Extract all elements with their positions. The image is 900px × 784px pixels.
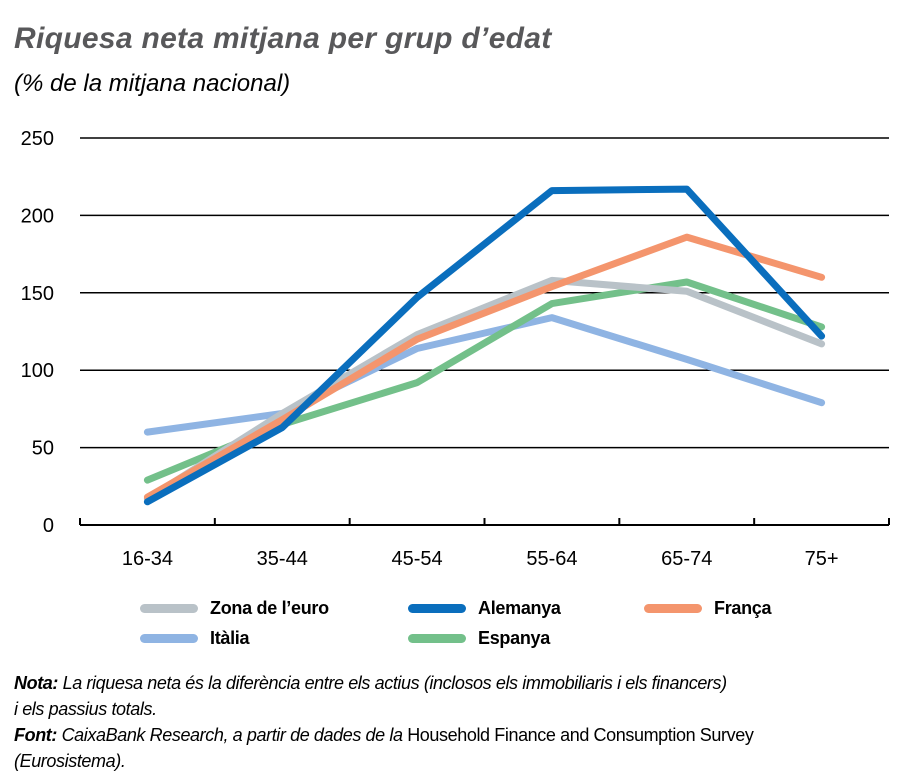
source-text: CaixaBank Research, a partir de dades de…: [56, 725, 408, 745]
source-survey-name: Household Finance and Consumption Survey: [407, 725, 754, 745]
legend-swatch-espanya: [408, 633, 466, 643]
y-axis-ticks: 0 50 100 150 200 250: [21, 128, 54, 537]
legend-item-italia: Itàlia: [140, 626, 250, 650]
source-label: Font:: [14, 725, 57, 745]
y-tick-label: 0: [43, 515, 54, 537]
legend-label: Zona de l’euro: [210, 597, 329, 618]
legend-label: França: [714, 597, 772, 618]
gridlines: [80, 137, 889, 449]
note-label: Nota:: [14, 673, 58, 693]
note-text: La riquesa neta és la diferència entre e…: [58, 673, 728, 693]
x-tick-label: 35-44: [257, 548, 308, 570]
line-chart: 0 50 100 150 200 250 16-34 35-44 45-54 55-64 65-7…: [21, 128, 890, 570]
chart-title: Riquesa neta mitjana per grup d’edat: [14, 22, 552, 55]
legend-label: Alemanya: [478, 597, 561, 618]
chart-notes: Nota: La riquesa neta és la diferència e…: [14, 670, 894, 774]
source-line: Font: CaixaBank Research, a partir de da…: [14, 722, 894, 748]
legend-label: Espanya: [478, 627, 550, 648]
legend-item-espanya: Espanya: [408, 626, 550, 650]
series-line-alemanya: [143, 185, 826, 506]
series-line-it-lia: [143, 314, 826, 436]
legend-swatch-alemanya: [408, 603, 466, 613]
x-axis: 16-34 35-44 45-54 55-64 65-74 75+: [79, 518, 890, 570]
legend-swatch-italia: [140, 633, 198, 643]
x-tick-label: 65-74: [661, 548, 712, 570]
note-line-2: i els passius totals.: [14, 699, 157, 719]
y-tick-label: 200: [21, 205, 54, 227]
x-tick-label: 16-34: [122, 548, 173, 570]
legend-item-alemanya: Alemanya: [408, 596, 561, 620]
y-tick-label: 50: [32, 438, 54, 460]
x-tick-label: 55-64: [526, 548, 577, 570]
series-line-zona-de-l-euro: [143, 276, 826, 503]
source-line-2: (Eurosistema).: [14, 751, 126, 771]
legend-item-zona-euro: Zona de l’euro: [140, 596, 329, 620]
y-tick-label: 100: [21, 360, 54, 382]
series-line-fran-a: [143, 233, 826, 501]
note-line: Nota: La riquesa neta és la diferència e…: [14, 670, 894, 696]
legend: Zona de l’euro Alemanya França Itàlia Es…: [0, 594, 900, 654]
y-tick-label: 150: [21, 283, 54, 305]
y-tick-label: 250: [21, 128, 54, 150]
series-lines: [143, 185, 826, 506]
legend-swatch-zona-euro: [140, 603, 198, 613]
chart-subtitle: (% de la mitjana nacional): [14, 70, 291, 97]
x-tick-label: 45-54: [392, 548, 443, 570]
legend-label: Itàlia: [210, 627, 250, 648]
legend-item-franca: França: [644, 596, 772, 620]
x-tick-label: 75+: [805, 548, 839, 570]
legend-swatch-franca: [644, 603, 702, 613]
